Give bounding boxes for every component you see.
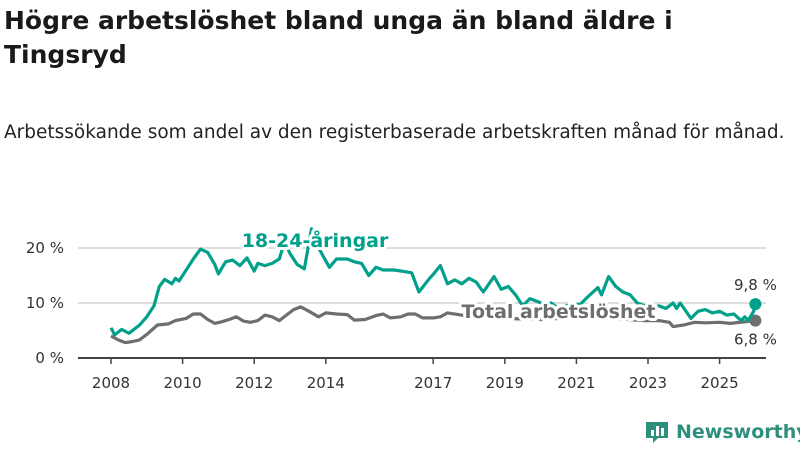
chart-title: Högre arbetslöshet bland unga än bland ä… (4, 6, 673, 69)
end-value-label: 6,8 % (734, 331, 777, 349)
x-tick-label: 2014 (307, 374, 345, 392)
x-tick-label: 2008 (92, 374, 130, 392)
x-tick-label: 2012 (235, 374, 273, 392)
series-label: Total arbetslöshet (462, 301, 656, 323)
x-tick-label: 2025 (701, 374, 739, 392)
newsworthy-logo-icon (646, 422, 668, 443)
y-tick-label: 10 % (26, 294, 64, 312)
end-value-label: 9,8 % (734, 276, 777, 294)
x-tick-label: 2023 (629, 374, 667, 392)
end-point-youth (749, 298, 762, 311)
y-tick-label: 20 % (26, 239, 64, 257)
chart-subtitle: Arbetssökande som andel av den registerb… (4, 122, 785, 143)
x-tick-label: 2017 (414, 374, 452, 392)
series-line-total (110, 305, 756, 345)
x-tick-label: 2021 (557, 374, 595, 392)
x-tick-label: 2019 (486, 374, 524, 392)
brand-name: Newsworthy (676, 421, 800, 443)
newsworthy-logo: Newsworthy (644, 420, 800, 444)
series-label: 18-24-åringar (242, 228, 389, 252)
end-point-total (749, 314, 762, 327)
x-tick-label: 2010 (164, 374, 202, 392)
series-line-youth (109, 227, 757, 337)
y-tick-label: 0 % (35, 349, 64, 367)
